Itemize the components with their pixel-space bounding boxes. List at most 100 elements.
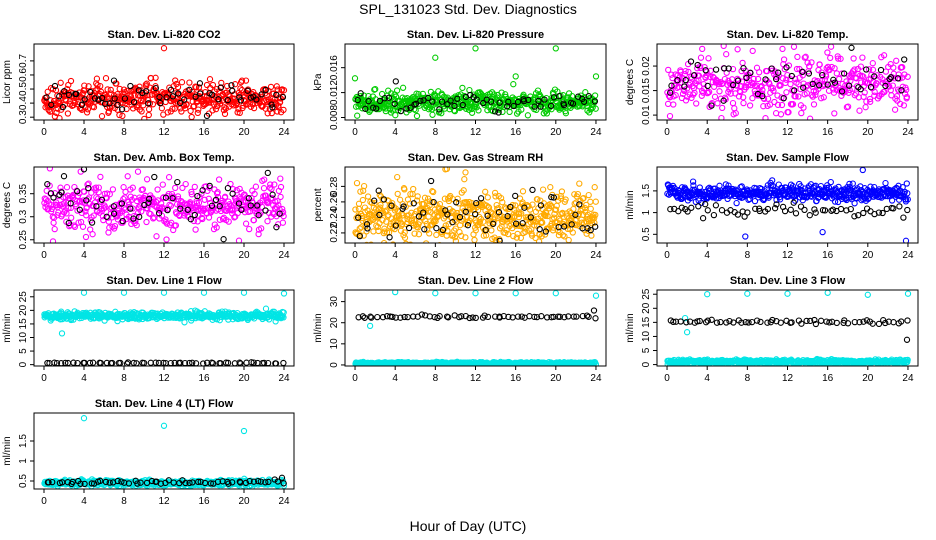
data-point xyxy=(815,85,822,92)
x-tick-label: 16 xyxy=(198,250,210,261)
series-1 xyxy=(351,45,600,120)
data-point xyxy=(231,214,238,221)
data-point xyxy=(436,108,443,115)
data-point xyxy=(831,79,839,86)
data-point xyxy=(725,182,732,189)
data-point xyxy=(264,218,271,225)
data-point xyxy=(356,232,363,240)
panel-4: Stan. Dev. Amb. Box Temp.degrees C0 4 8 12 1… xyxy=(2,152,295,261)
x-tick-label: 8 xyxy=(433,250,439,261)
data-point xyxy=(561,314,568,321)
data-point xyxy=(845,82,853,89)
data-point xyxy=(804,193,811,200)
data-point xyxy=(174,83,182,91)
data-point xyxy=(799,68,806,75)
data-point xyxy=(568,221,575,228)
data-point xyxy=(694,61,701,69)
data-point xyxy=(193,84,200,91)
x-tick-label: 12 xyxy=(470,250,482,261)
data-point xyxy=(360,232,367,239)
data-point xyxy=(199,187,206,194)
data-point xyxy=(504,213,511,220)
data-point xyxy=(158,105,166,112)
data-point xyxy=(538,233,545,240)
data-point xyxy=(790,199,797,206)
data-point xyxy=(412,100,420,108)
data-point xyxy=(396,215,403,222)
data-point xyxy=(118,106,126,113)
data-point xyxy=(67,200,74,207)
data-point xyxy=(136,213,143,221)
data-point xyxy=(556,217,564,224)
data-point xyxy=(668,71,675,78)
data-point xyxy=(779,75,786,82)
data-point xyxy=(869,66,877,73)
data-point xyxy=(400,203,407,210)
points xyxy=(41,290,288,366)
data-point xyxy=(188,113,195,120)
data-point xyxy=(873,80,880,87)
data-point xyxy=(762,115,769,120)
x-tick-label: 8 xyxy=(745,250,751,261)
data-point xyxy=(496,99,503,106)
data-point xyxy=(205,195,212,202)
data-point xyxy=(244,87,251,94)
data-point xyxy=(209,91,216,98)
data-point xyxy=(183,101,190,108)
data-point xyxy=(740,65,747,72)
data-point xyxy=(758,83,765,90)
data-point xyxy=(90,202,97,209)
data-point xyxy=(590,307,598,314)
x-tick-label: 20 xyxy=(550,250,562,261)
data-point xyxy=(131,92,138,99)
data-point xyxy=(394,173,401,181)
data-point xyxy=(562,196,569,203)
data-point xyxy=(410,185,417,193)
data-point xyxy=(68,214,75,221)
data-point xyxy=(145,106,153,113)
data-point xyxy=(903,180,910,187)
data-point xyxy=(592,292,600,299)
points xyxy=(664,44,911,120)
x-tick-label: 8 xyxy=(121,373,127,384)
y-tick-label: 20 xyxy=(329,317,340,329)
data-point xyxy=(272,360,280,366)
data-point xyxy=(801,206,808,214)
data-point xyxy=(262,86,269,94)
data-point xyxy=(365,98,372,105)
data-point xyxy=(177,99,184,107)
data-point xyxy=(450,209,457,216)
data-point xyxy=(693,100,700,107)
data-point xyxy=(93,203,100,210)
data-point xyxy=(243,100,250,107)
y-tick-label: 0.3 xyxy=(18,209,29,223)
data-point xyxy=(76,198,83,205)
data-point xyxy=(276,210,283,217)
data-point xyxy=(89,359,97,366)
y-tick-label: 20 xyxy=(18,304,29,316)
series-2 xyxy=(355,307,599,322)
data-point xyxy=(771,205,779,212)
data-point xyxy=(188,191,195,198)
data-point xyxy=(209,107,216,114)
data-point xyxy=(521,204,528,211)
data-point xyxy=(682,97,690,104)
data-point xyxy=(512,290,519,297)
data-point xyxy=(667,89,674,96)
data-point xyxy=(70,222,78,229)
data-point xyxy=(800,104,807,111)
data-point xyxy=(542,212,549,220)
y-tick-label: 0.28 xyxy=(329,176,340,196)
data-point xyxy=(833,70,840,77)
data-point xyxy=(743,74,750,82)
x-tick-label: 16 xyxy=(198,127,210,138)
data-point xyxy=(497,194,505,202)
data-point xyxy=(107,86,114,94)
data-point xyxy=(535,238,543,243)
data-point xyxy=(238,77,246,84)
data-point xyxy=(258,225,265,232)
data-point xyxy=(865,66,873,73)
data-point xyxy=(543,110,551,117)
data-point xyxy=(492,313,499,320)
